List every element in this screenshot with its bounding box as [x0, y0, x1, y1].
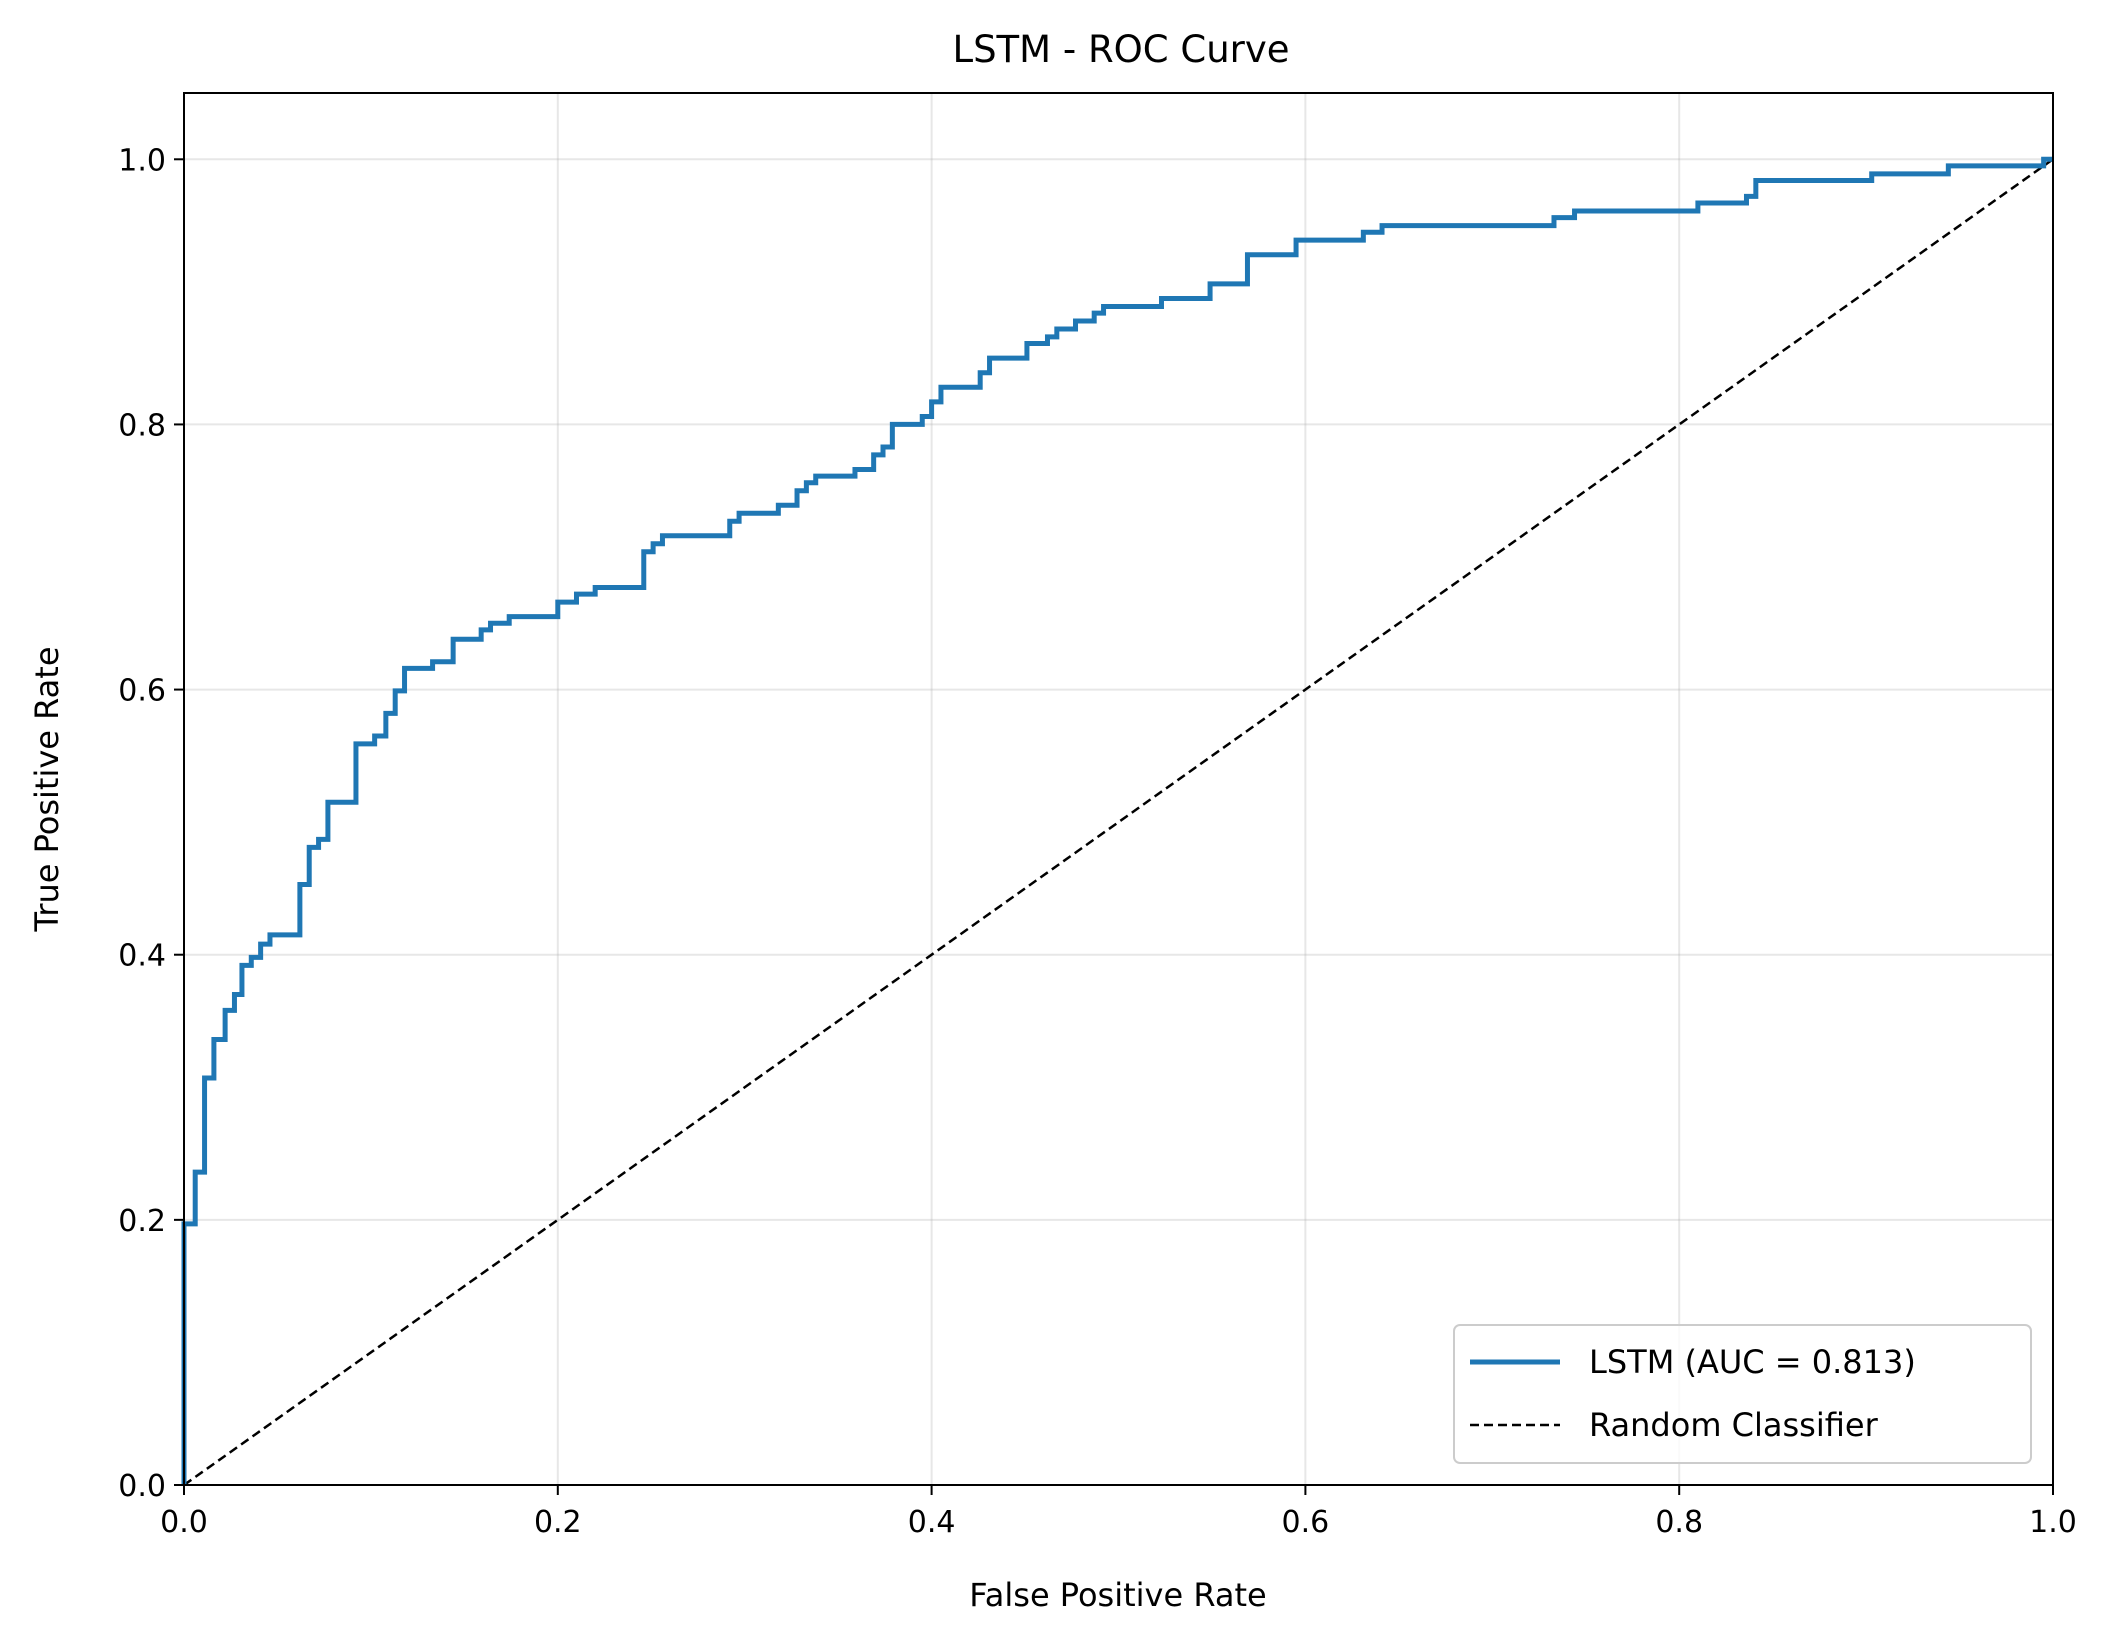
x-tick-label: 0.6 [1282, 1505, 1330, 1540]
plot-frame [183, 92, 2054, 1486]
x-tick-label: 0.8 [1655, 1505, 1703, 1540]
x-tick-label: 0.4 [908, 1505, 956, 1540]
y-tick-label: 1.0 [118, 143, 166, 178]
chart-title: LSTM - ROC Curve [952, 28, 1289, 71]
legend-label-lstm: LSTM (AUC = 0.813) [1589, 1343, 1916, 1381]
lstm-roc-line [181, 156, 2053, 1485]
axis-ticks: 0.0 0.2 0.4 0.6 0.8 1.0 0.0 0.2 0.4 0.6 0.8 1.0 [118, 143, 2077, 1540]
y-axis-label: True Positive Rate [28, 646, 66, 932]
grid-lines [183, 93, 2054, 1486]
y-tick-label: 0.4 [118, 939, 166, 974]
x-axis-label: False Positive Rate [969, 1576, 1266, 1614]
legend-box [1453, 1324, 2032, 1464]
x-tick-label: 0.0 [160, 1505, 208, 1540]
x-tick-label: 0.2 [534, 1505, 582, 1540]
legend-label-random: Random Classifier [1589, 1406, 1879, 1444]
legend: LSTM (AUC = 0.813) Random Classifier [1453, 1324, 2032, 1464]
plot-series [181, 156, 2054, 1487]
y-tick-label: 0.8 [118, 408, 166, 443]
x-tick-label: 1.0 [2029, 1505, 2077, 1540]
y-tick-label: 0.0 [118, 1469, 166, 1504]
y-tick-label: 0.2 [118, 1204, 166, 1239]
random-classifier-line [183, 158, 2054, 1487]
y-tick-label: 0.6 [118, 674, 166, 709]
